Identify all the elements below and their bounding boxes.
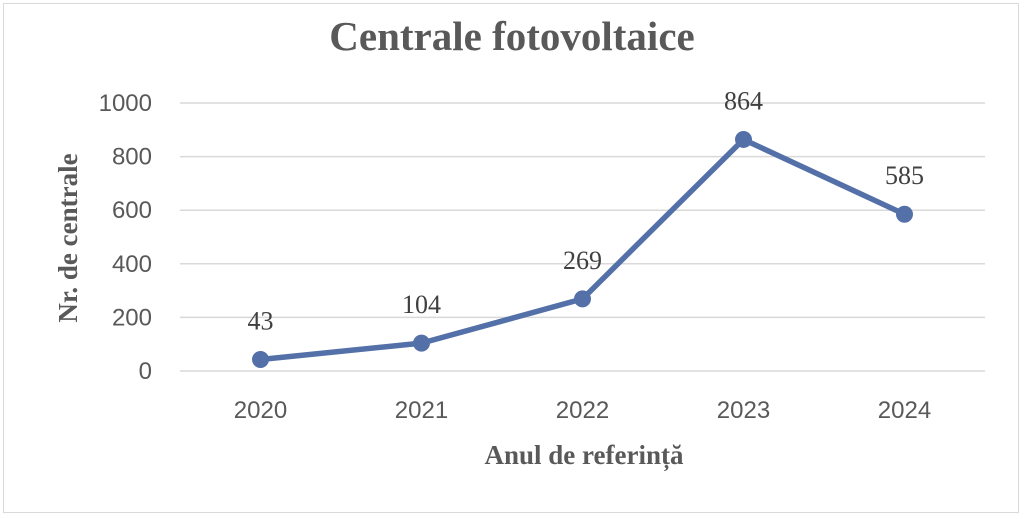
y-tick-label: 400 (112, 251, 152, 278)
chart-title: Centrale fotovoltaice (329, 13, 695, 59)
y-tick-label: 200 (112, 304, 152, 331)
x-tick-label: 2022 (556, 397, 609, 424)
data-point (574, 290, 591, 308)
y-tick-label: 600 (112, 197, 152, 224)
data-point (735, 130, 752, 148)
data-point (413, 334, 430, 352)
data-label: 43 (248, 306, 274, 335)
data-point (252, 350, 269, 368)
data-label: 864 (724, 86, 763, 115)
chart-frame (3, 3, 1019, 513)
data-point (896, 205, 913, 223)
x-tick-label: 2020 (234, 397, 287, 424)
x-tick-label: 2024 (878, 397, 931, 424)
data-label: 269 (563, 246, 602, 275)
y-tick-label: 800 (112, 144, 152, 171)
x-tick-label: 2021 (395, 397, 448, 424)
x-axis-title: Anul de referință (484, 440, 684, 470)
x-tick-label: 2023 (717, 397, 770, 424)
data-label: 585 (885, 161, 924, 190)
data-label: 104 (402, 290, 441, 319)
y-tick-label: 0 (139, 358, 152, 385)
y-tick-label: 1000 (99, 90, 152, 117)
